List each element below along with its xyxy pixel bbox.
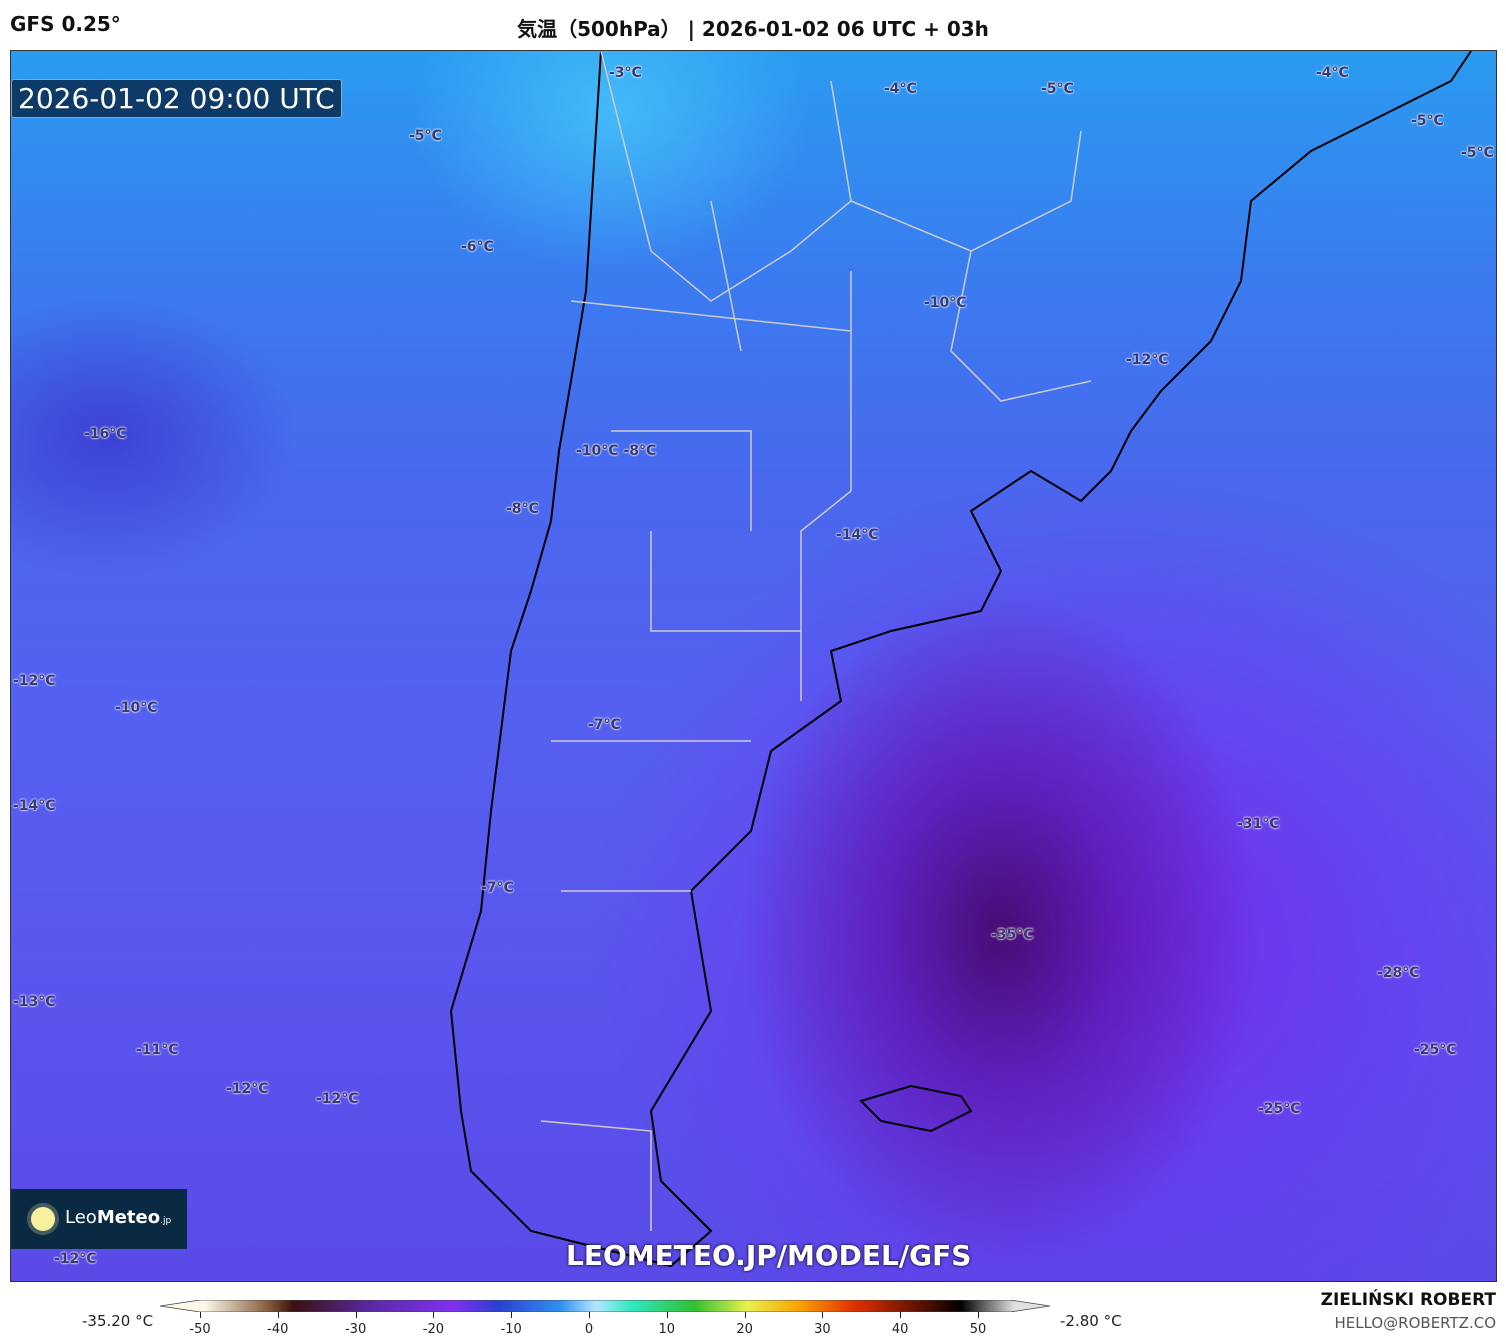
contour-label: -16°C [84,426,127,442]
colorbar-tick-label: -50 [189,1322,211,1337]
colorbar-tick-mark [744,1312,746,1318]
colorbar-tick-mark [200,1312,201,1318]
colorbar-tick-label: 40 [891,1322,909,1337]
colorbar-tick-mark [277,1312,279,1318]
contour-label: -7°C [588,717,621,733]
contour-label: -10°C [924,295,967,311]
contour-label: -25°C [1414,1042,1457,1058]
contour-label: -28°C [1377,965,1420,981]
logo-text: LeoMeteo.jp [65,1207,172,1228]
contour-label: -12°C [13,673,56,689]
chart-title: 気温（500hPa） | 2026-01-02 06 UTC + 03h [517,17,989,41]
contour-label: -4°C [1316,65,1349,81]
contour-label: -5°C [1461,145,1494,161]
author: ZIELIŃSKI ROBERT [1320,1290,1496,1310]
colorbar-tick-mark [355,1312,357,1318]
contour-label: -31°C [1237,816,1280,832]
watermark-url: LEOMETEO.JP/MODEL/GFS [566,1239,972,1272]
contour-label: -35°C [991,927,1034,943]
contour-label: -12°C [1126,352,1169,368]
min-value: -35.20 °C [82,1312,154,1330]
author-email[interactable]: HELLO@ROBERTZ.CO [1334,1314,1496,1332]
contour-label: -14°C [13,798,56,814]
contour-label: -12°C [226,1081,269,1097]
contour-label: -10°C -8°C [576,443,657,459]
colorbar-tick-mark [822,1312,824,1318]
contour-label: -7°C [481,880,514,896]
contour-label: -12°C [316,1091,359,1107]
colorbar-tick-mark [589,1312,590,1318]
colorbar-tick-label: 10 [658,1322,676,1337]
colorbar-tick-mark [666,1312,668,1318]
colorbar-tick-mark [900,1312,902,1318]
colorbar-tick-label: -20 [422,1322,445,1337]
contour-label: -5°C [1411,113,1444,129]
temperature-map: 2026-01-02 09:00 UTC -3°C -4°C -5°C -4°C… [10,50,1497,1282]
borders-coastline [449,51,1472,1268]
colorbar-tick-label: -30 [344,1322,367,1337]
leometeo-logo[interactable]: LeoMeteo.jp [11,1189,187,1249]
contour-label: -11°C [136,1042,179,1058]
contour-label: -3°C [609,65,642,81]
model-name: GFS 0.25° [10,12,121,36]
colorbar-tick-mark [978,1312,979,1318]
colorbar-tick-mark [433,1312,435,1318]
colorbar [160,1300,1050,1312]
colorbar-tick-label: -10 [500,1322,522,1337]
colorbar-tick-label: -40 [267,1322,289,1337]
contour-label: -5°C [1041,81,1074,97]
contour-label: -8°C [506,501,539,517]
contour-label: -10°C [115,700,158,716]
contour-label: -12°C [54,1251,97,1267]
valid-time-label: 2026-01-02 09:00 UTC [11,79,342,118]
contour-label: -5°C [409,128,442,144]
max-value: -2.80 °C [1060,1312,1122,1330]
colorbar-tick-label: 20 [736,1322,753,1337]
colorbar-tick-label: 50 [969,1322,987,1337]
sun-icon [31,1207,55,1231]
colorbar-tick-label: 0 [584,1322,594,1337]
contour-label: -14°C [836,527,879,543]
colorbar-tick-label: 30 [814,1322,831,1337]
colorbar-tick-mark [511,1312,513,1318]
contour-label: -6°C [461,239,494,255]
contour-label: -25°C [1258,1101,1301,1117]
contour-label: -13°C [13,994,56,1010]
contour-label: -4°C [884,81,917,97]
